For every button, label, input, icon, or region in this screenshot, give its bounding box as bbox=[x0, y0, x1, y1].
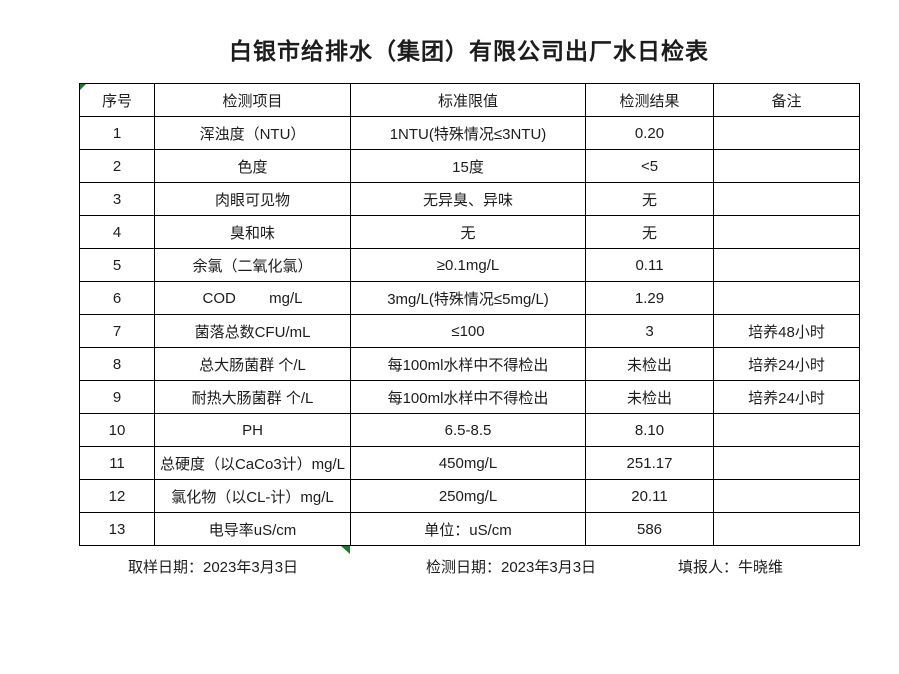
table-row: 4 臭和味 无 无 bbox=[79, 215, 860, 249]
cell-standard: 每100ml水样中不得检出 bbox=[350, 380, 586, 414]
cell-item: 浑浊度（NTU） bbox=[154, 116, 351, 150]
cell-standard: 单位：uS/cm bbox=[350, 512, 586, 546]
cell-result: 1.29 bbox=[585, 281, 714, 315]
cell-no: 9 bbox=[79, 380, 155, 414]
cell-item: 菌落总数CFU/mL bbox=[154, 314, 351, 348]
cell-item: PH bbox=[154, 413, 351, 447]
cell-item: 余氯（二氧化氯） bbox=[154, 248, 351, 282]
cell-result: 8.10 bbox=[585, 413, 714, 447]
cell-result: 586 bbox=[585, 512, 714, 546]
col-header-result: 检测结果 bbox=[585, 83, 714, 117]
cell-result: 3 bbox=[585, 314, 714, 348]
reporter-name: 填报人：牛晓维 bbox=[678, 559, 784, 576]
cell-no: 13 bbox=[79, 512, 155, 546]
cell-remark bbox=[713, 413, 860, 447]
cell-result: 251.17 bbox=[585, 446, 714, 480]
cell-standard: 每100ml水样中不得检出 bbox=[350, 347, 586, 381]
cell-remark bbox=[713, 149, 860, 183]
cell-item: 总大肠菌群 个/L bbox=[154, 347, 351, 381]
table-row: 2 色度 15度 <5 bbox=[79, 149, 860, 183]
sampling-date: 取样日期：2023年3月3日 bbox=[128, 559, 299, 576]
cell-item: 耐热大肠菌群 个/L bbox=[154, 380, 351, 414]
header-row: 序号 检测项目 标准限值 检测结果 备注 bbox=[79, 83, 860, 117]
cell-item: 肉眼可见物 bbox=[154, 182, 351, 216]
cell-no: 6 bbox=[79, 281, 155, 315]
col-header-standard: 标准限值 bbox=[350, 83, 586, 117]
cell-result: 0.20 bbox=[585, 116, 714, 150]
cell-standard: 3mg/L(特殊情况≤5mg/L) bbox=[350, 281, 586, 315]
col-header-remark: 备注 bbox=[713, 83, 860, 117]
table-row: 12 氯化物（以CL-计）mg/L 250mg/L 20.11 bbox=[79, 479, 860, 513]
cell-remark bbox=[713, 116, 860, 150]
cell-remark bbox=[713, 281, 860, 315]
cell-item: 总硬度（以CaCo3计）mg/L bbox=[154, 446, 351, 480]
cell-remark bbox=[713, 182, 860, 216]
cell-no: 2 bbox=[79, 149, 155, 183]
cell-remark: 培养24小时 bbox=[713, 380, 860, 414]
cell-standard: 1NTU(特殊情况≤3NTU) bbox=[350, 116, 586, 150]
cell-no: 7 bbox=[79, 314, 155, 348]
cell-remark bbox=[713, 479, 860, 513]
green-corner-marker-icon bbox=[80, 84, 86, 90]
table-row: 3 肉眼可见物 无异臭、异味 无 bbox=[79, 182, 860, 216]
cell-result: 无 bbox=[585, 182, 714, 216]
cell-standard: 15度 bbox=[350, 149, 586, 183]
cell-standard: 6.5-8.5 bbox=[350, 413, 586, 447]
cell-standard: 450mg/L bbox=[350, 446, 586, 480]
test-date: 检测日期：2023年3月3日 bbox=[426, 559, 597, 576]
cell-no: 8 bbox=[79, 347, 155, 381]
data-table: 序号 检测项目 标准限值 检测结果 备注 1 浑浊度（NTU） 1NTU(特殊情… bbox=[79, 83, 860, 546]
cell-item: COD mg/L bbox=[154, 281, 351, 315]
cell-result: 0.11 bbox=[585, 248, 714, 282]
cell-item: 氯化物（以CL-计）mg/L bbox=[154, 479, 351, 513]
cell-remark bbox=[713, 215, 860, 249]
cell-no: 5 bbox=[79, 248, 155, 282]
cell-item: 臭和味 bbox=[154, 215, 351, 249]
cell-remark: 培养24小时 bbox=[713, 347, 860, 381]
cell-standard: ≥0.1mg/L bbox=[350, 248, 586, 282]
cell-remark bbox=[713, 446, 860, 480]
table-row: 5 余氯（二氧化氯） ≥0.1mg/L 0.11 bbox=[79, 248, 860, 282]
table-row: 1 浑浊度（NTU） 1NTU(特殊情况≤3NTU) 0.20 bbox=[79, 116, 860, 150]
table-row: 11 总硬度（以CaCo3计）mg/L 450mg/L 251.17 bbox=[79, 446, 860, 480]
cell-result: 20.11 bbox=[585, 479, 714, 513]
cell-result: 无 bbox=[585, 215, 714, 249]
green-triangle-marker-icon bbox=[341, 546, 350, 554]
cell-item: 电导率uS/cm bbox=[154, 512, 351, 546]
page-title: 白银市给排水（集团）有限公司出厂水日检表 bbox=[229, 38, 709, 64]
cell-result: 未检出 bbox=[585, 380, 714, 414]
cell-remark: 培养48小时 bbox=[713, 314, 860, 348]
cell-result: <5 bbox=[585, 149, 714, 183]
cell-no: 12 bbox=[79, 479, 155, 513]
cell-no: 3 bbox=[79, 182, 155, 216]
table-row: 10 PH 6.5-8.5 8.10 bbox=[79, 413, 860, 447]
table-row: 7 菌落总数CFU/mL ≤100 3 培养48小时 bbox=[79, 314, 860, 348]
cell-remark bbox=[713, 512, 860, 546]
cell-standard: ≤100 bbox=[350, 314, 586, 348]
cell-standard: 无 bbox=[350, 215, 586, 249]
table-row: 9 耐热大肠菌群 个/L 每100ml水样中不得检出 未检出 培养24小时 bbox=[79, 380, 860, 414]
cell-result: 未检出 bbox=[585, 347, 714, 381]
cell-item: 色度 bbox=[154, 149, 351, 183]
cell-standard: 250mg/L bbox=[350, 479, 586, 513]
footer: 取样日期：2023年3月3日 检测日期：2023年3月3日 填报人：牛晓维 bbox=[0, 556, 899, 578]
cell-no: 1 bbox=[79, 116, 155, 150]
table-row: 6 COD mg/L 3mg/L(特殊情况≤5mg/L) 1.29 bbox=[79, 281, 860, 315]
table-row: 13 电导率uS/cm 单位：uS/cm 586 bbox=[79, 512, 860, 546]
cell-no: 10 bbox=[79, 413, 155, 447]
inspection-table: 序号 检测项目 标准限值 检测结果 备注 1 浑浊度（NTU） 1NTU(特殊情… bbox=[79, 83, 860, 554]
cell-no: 11 bbox=[79, 446, 155, 480]
cell-no: 4 bbox=[79, 215, 155, 249]
col-header-item: 检测项目 bbox=[154, 83, 351, 117]
col-header-no: 序号 bbox=[79, 83, 155, 117]
cell-standard: 无异臭、异味 bbox=[350, 182, 586, 216]
table-row: 8 总大肠菌群 个/L 每100ml水样中不得检出 未检出 培养24小时 bbox=[79, 347, 860, 381]
cell-remark bbox=[713, 248, 860, 282]
